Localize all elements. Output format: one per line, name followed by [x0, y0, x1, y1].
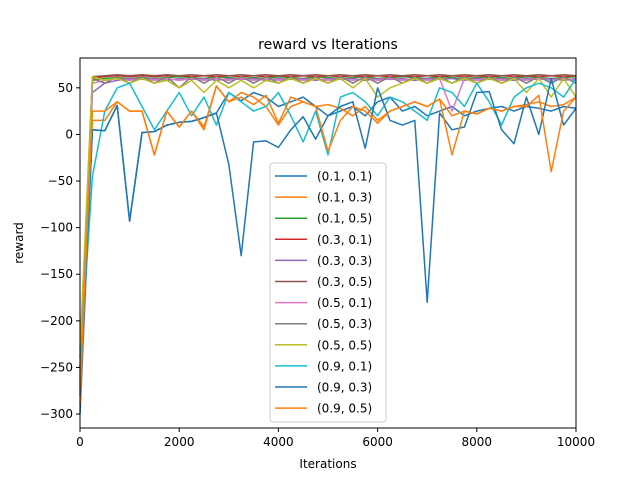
series-line-6: [79, 74, 577, 382]
y-tick-label: −50: [48, 174, 73, 188]
y-ticks: −300 −250 −200 −150 −100 −50 0 50: [40, 81, 80, 421]
legend-label: (0.3, 0.1): [317, 233, 372, 247]
y-tick-label: −250: [40, 360, 73, 374]
y-tick-label: −200: [40, 314, 73, 328]
x-ticks: 0 2000 4000 6000 8000 10000: [76, 428, 595, 449]
y-tick-label: −150: [40, 267, 73, 281]
y-tick-label: −300: [40, 407, 73, 421]
plot-frame: [79, 57, 577, 429]
x-tick-label: 10000: [557, 435, 595, 449]
legend-label: (0.9, 0.1): [317, 359, 372, 373]
legend-label: (0.1, 0.5): [317, 212, 372, 226]
legend-label: (0.3, 0.5): [317, 275, 372, 289]
y-tick-label: 0: [65, 127, 73, 141]
x-tick-label: 6000: [362, 435, 393, 449]
series-line-12: [79, 85, 577, 391]
legend-label: (0.9, 0.3): [317, 381, 372, 395]
legend-label: (0.1, 0.1): [317, 170, 372, 184]
x-axis-label: Iterations: [299, 457, 356, 471]
x-tick-label: 4000: [263, 435, 294, 449]
legend-frame: [269, 162, 387, 423]
legend-label: (0.3, 0.3): [317, 254, 372, 268]
x-tick-label: 2000: [164, 435, 195, 449]
series-layer: [79, 74, 577, 415]
legend-label: (0.5, 0.3): [317, 317, 372, 331]
x-tick-label: 0: [76, 435, 84, 449]
legend-label: (0.9, 0.5): [317, 402, 372, 416]
legend-label: (0.5, 0.5): [317, 338, 372, 352]
chart-title: reward vs Iterations: [258, 37, 398, 53]
legend: (0.1, 0.1) (0.1, 0.3) (0.1, 0.5) (0.3, 0.1)…: [269, 162, 387, 423]
legend-label: (0.1, 0.3): [317, 191, 372, 205]
x-tick-label: 8000: [462, 435, 493, 449]
y-tick-label: −100: [40, 221, 73, 235]
legend-label: (0.5, 0.1): [317, 296, 372, 310]
y-axis-label: reward: [12, 222, 26, 264]
y-tick-label: 50: [58, 81, 73, 95]
series-line-9: [79, 75, 577, 349]
